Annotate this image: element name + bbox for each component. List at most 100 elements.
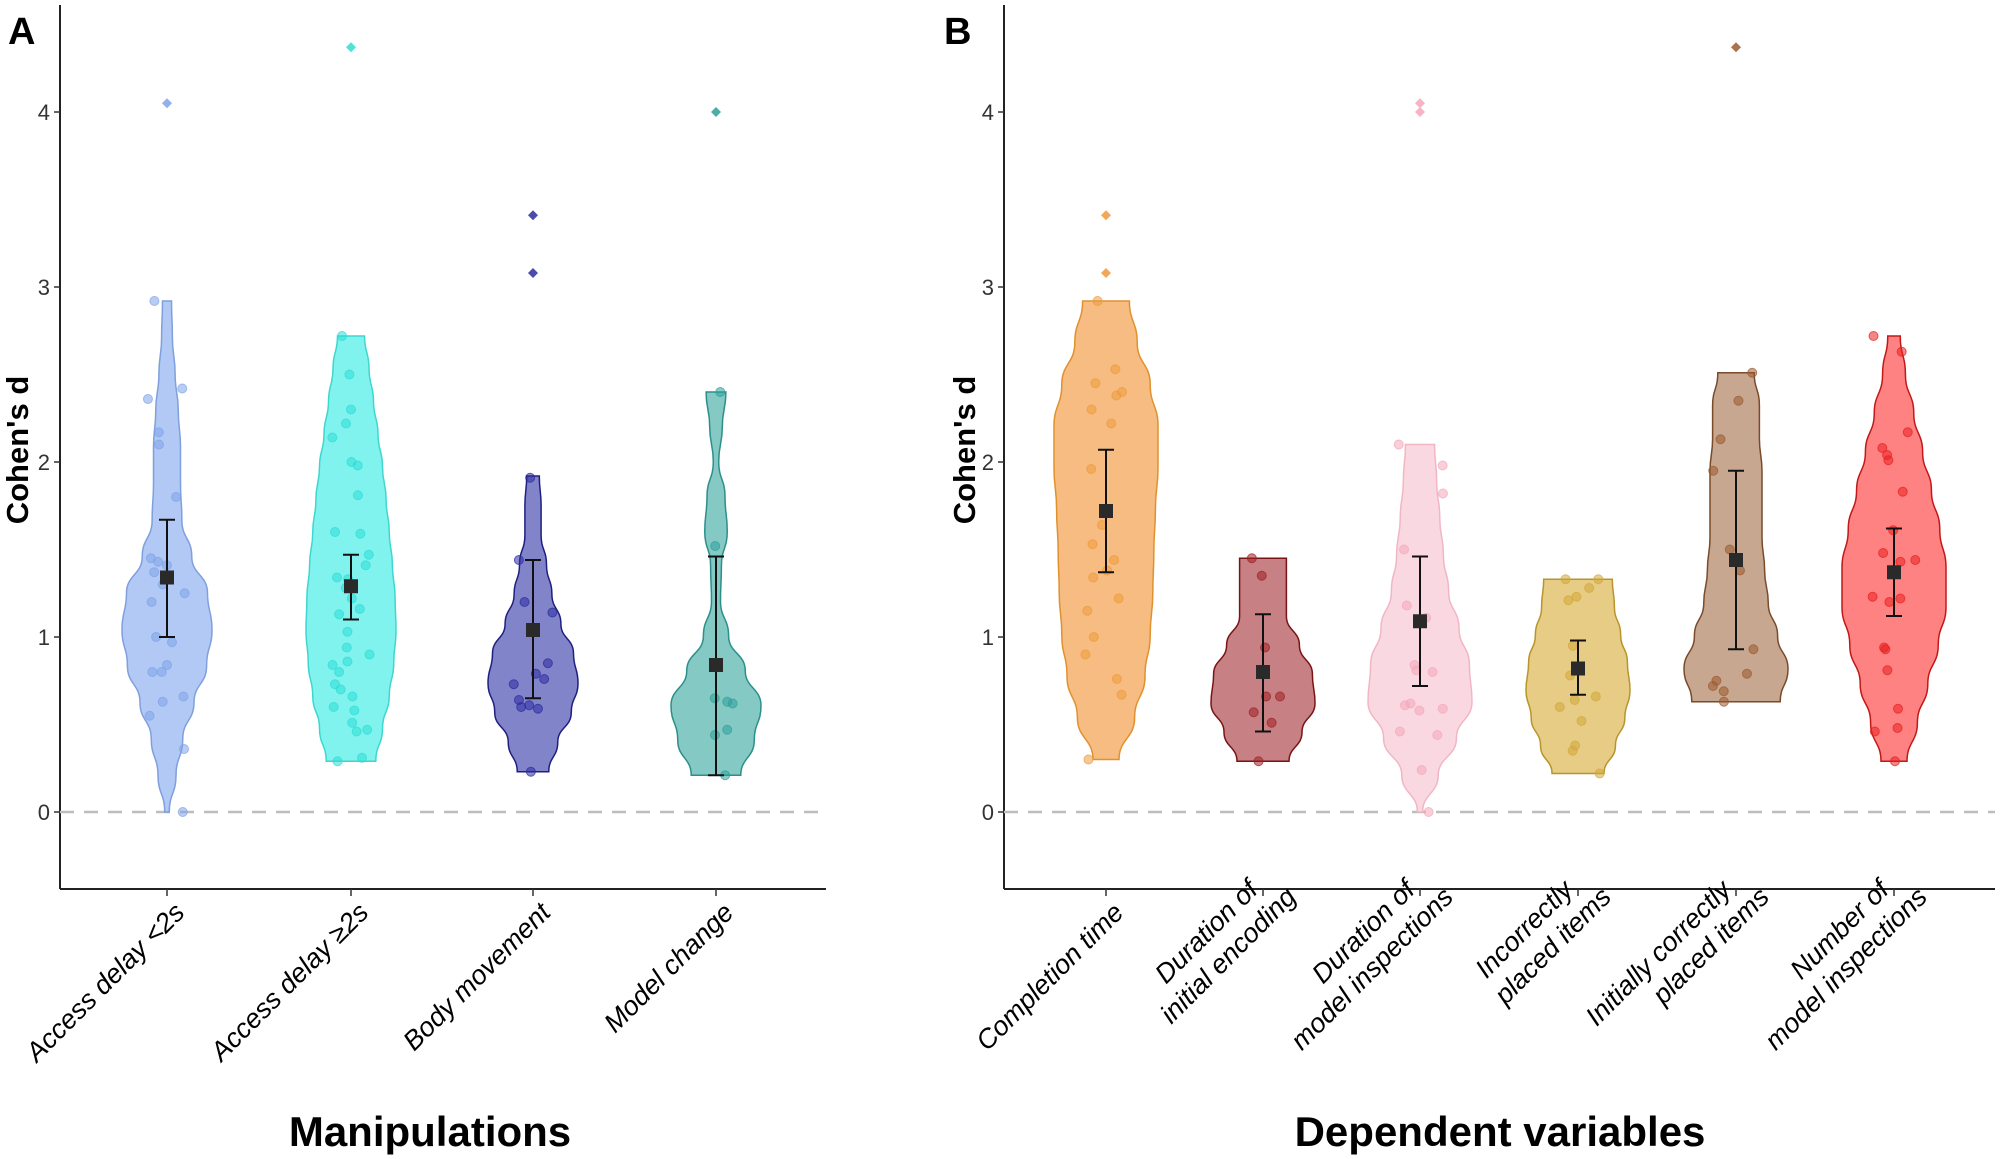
data-point <box>524 700 535 711</box>
data-point <box>142 394 153 404</box>
data-point <box>1437 488 1448 499</box>
data-point <box>1102 565 1113 576</box>
data-point <box>513 695 524 705</box>
y-tick-label: 4 <box>38 100 50 125</box>
data-point <box>709 693 720 704</box>
data-point <box>1086 464 1097 474</box>
data-point <box>332 572 343 583</box>
data-point <box>1083 754 1094 765</box>
data-point <box>1109 555 1120 565</box>
x-tick-label: Access delay ≥2s <box>203 897 374 1068</box>
data-point <box>1554 702 1565 712</box>
outlier-point <box>1101 268 1111 278</box>
data-point <box>1266 717 1277 728</box>
data-point <box>360 560 371 571</box>
x-axis-title: Dependent variables <box>1295 1108 1706 1155</box>
data-point <box>328 702 339 712</box>
data-point <box>1879 642 1890 653</box>
data-point <box>1394 726 1405 737</box>
outlier-point <box>1415 98 1425 109</box>
data-point <box>539 674 550 684</box>
data-point <box>354 604 365 614</box>
data-point <box>162 660 173 670</box>
y-tick-label: 0 <box>982 800 994 825</box>
data-point <box>1889 756 1900 767</box>
data-point <box>1576 716 1587 726</box>
panel-letter: B <box>944 11 971 53</box>
y-axis-title: Cohen's d <box>947 376 982 525</box>
data-point <box>1106 418 1117 429</box>
data-point <box>1437 703 1448 714</box>
data-point <box>1414 705 1425 716</box>
data-point <box>1895 593 1906 604</box>
data-point <box>356 752 367 763</box>
outlier-point <box>528 268 538 278</box>
data-point <box>1593 574 1604 585</box>
data-point <box>179 588 190 599</box>
data-point <box>1113 593 1124 604</box>
data-point <box>1092 296 1103 306</box>
data-point <box>1896 346 1907 357</box>
x-tick-label-line: Access delay <2s <box>19 897 191 1069</box>
outlier-point <box>711 107 721 117</box>
data-point <box>1260 642 1271 653</box>
data-point <box>1274 691 1285 702</box>
data-point <box>1892 723 1903 733</box>
x-tick-label-line: Access delay ≥2s <box>203 897 374 1068</box>
data-point <box>327 432 338 443</box>
mean-marker <box>1729 553 1743 567</box>
data-point <box>1116 689 1127 700</box>
data-point <box>1082 605 1093 616</box>
data-point <box>1393 439 1404 450</box>
data-point <box>146 597 157 607</box>
data-point <box>171 492 182 502</box>
data-point <box>525 472 536 483</box>
data-point <box>1902 427 1913 438</box>
data-point <box>1116 387 1127 397</box>
data-point <box>1747 367 1758 378</box>
data-point <box>519 597 530 607</box>
y-tick-label: 3 <box>982 275 994 300</box>
data-point <box>166 637 177 648</box>
data-point <box>364 649 375 660</box>
outlier-point <box>528 210 538 221</box>
y-tick-label: 0 <box>38 800 50 825</box>
data-point <box>1080 649 1091 660</box>
data-point <box>334 609 345 620</box>
data-point <box>149 296 160 306</box>
data-point <box>1910 555 1921 565</box>
x-tick-label: Body movement <box>397 896 557 1056</box>
data-point <box>1590 691 1601 702</box>
data-point <box>1432 730 1443 740</box>
data-point <box>1897 486 1908 497</box>
data-point <box>1248 707 1259 718</box>
mean-marker <box>344 579 358 594</box>
data-point <box>1416 765 1427 775</box>
data-point <box>1584 583 1595 593</box>
violin-group: Access delay <2s <box>19 98 213 1069</box>
data-point <box>346 457 357 467</box>
data-point <box>1715 434 1726 445</box>
data-point <box>1090 378 1101 389</box>
data-point <box>363 549 374 560</box>
y-tick-label: 2 <box>982 450 994 475</box>
x-tick-label: Model change <box>598 897 739 1038</box>
mean-marker <box>160 570 174 585</box>
data-point <box>1884 597 1895 607</box>
data-point <box>1711 675 1722 686</box>
data-point <box>1867 591 1878 602</box>
mean-marker <box>1099 504 1113 518</box>
data-point <box>1399 544 1410 555</box>
data-point <box>332 756 343 767</box>
outlier-point <box>346 42 356 53</box>
data-point <box>1718 686 1729 697</box>
data-point <box>178 691 189 702</box>
data-point <box>1423 807 1434 817</box>
data-point <box>1741 668 1752 679</box>
data-point <box>547 607 558 618</box>
data-point <box>334 667 345 677</box>
